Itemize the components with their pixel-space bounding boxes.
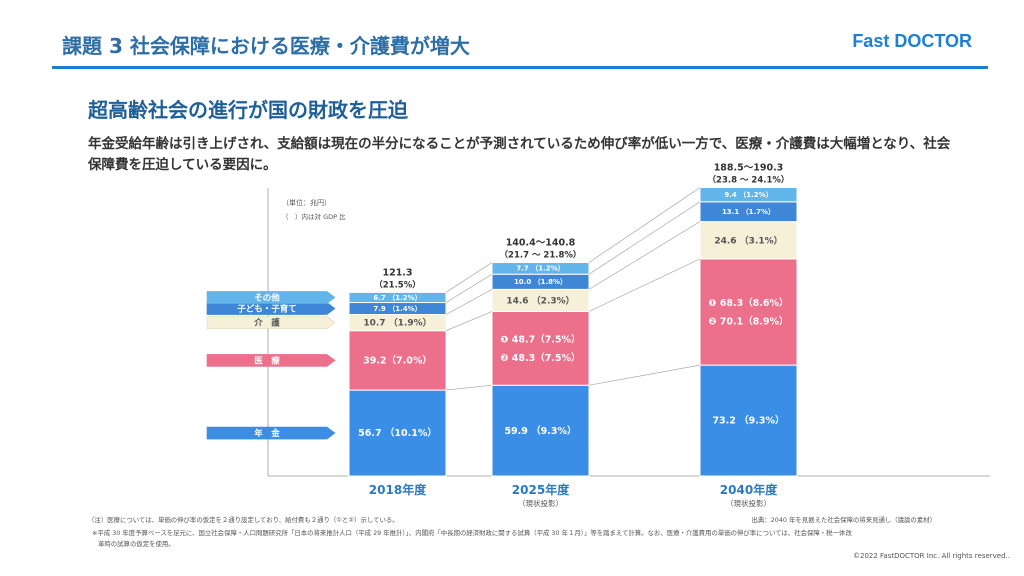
bar-label-2-cat-3: ❶ 68.3（8.6%） bbox=[708, 297, 788, 309]
bar-label-1-cat-1: 56.7 （10.1%） bbox=[358, 427, 437, 439]
bar-label-3-cat-2: 14.6 （2.3%） bbox=[506, 295, 574, 306]
bar-segment-1-cat-1 bbox=[348, 389, 447, 477]
legend-label-1: 年 金 bbox=[254, 428, 280, 439]
x-tick-subtitle-cat-3: （現状投影） bbox=[726, 498, 771, 508]
source-note: 出典：2040 年を見据えた社会保障の将来見通し（議論の素材） bbox=[751, 516, 936, 524]
bar-label-2-cat-1: 39.2（7.0%） bbox=[363, 355, 432, 367]
bar-label-4-cat-1: 7.9 （1.4%） bbox=[373, 305, 421, 313]
connector-line-2-gap-1 bbox=[445, 311, 493, 331]
section-description: 年金受給年齢は引き上げされ、支給額は現在の半分になることが予測されているため伸び… bbox=[88, 136, 951, 173]
total-label-cat-2: 140.4～140.8 bbox=[506, 238, 576, 249]
total-gdp-cat-1: （21.5%） bbox=[374, 279, 421, 290]
legend-swatch-5 bbox=[206, 291, 336, 304]
bar-segment-5-cat-1 bbox=[348, 291, 447, 304]
connector-line-4-gap-2 bbox=[588, 201, 701, 275]
bar-segment-2-cat-1 bbox=[348, 330, 447, 391]
connector-line-3-gap-2 bbox=[588, 221, 701, 290]
legend-label-2: 医 療 bbox=[254, 355, 280, 366]
total-label-cat-3: 188.5～190.3 bbox=[714, 163, 784, 174]
chart-note-2: ※平成 30 年度予算ベースを足元に、国立社会保障・人口問題研究所「日本の将来推… bbox=[92, 529, 852, 537]
connector-line-1-gap-2 bbox=[588, 364, 701, 386]
copyright: ©2022 FastDOCTOR Inc. All rights reserve… bbox=[853, 552, 1010, 560]
legend-label-3: 介 護 bbox=[253, 318, 280, 329]
section-heading: 超高齢社会の進行が国の財政を圧迫 bbox=[88, 98, 408, 122]
bar-label-4-cat-2: 10.0 （1.8%） bbox=[514, 278, 567, 286]
bar-label-3-cat-1: 10.7 （1.9%） bbox=[363, 318, 431, 329]
legend-label-5: その他 bbox=[254, 292, 280, 303]
bar-segment-2-cat-3 bbox=[699, 258, 798, 366]
bar-label-3-cat-3: 24.6 （3.1%） bbox=[714, 235, 782, 246]
bar-segment-1-cat-2 bbox=[491, 384, 590, 477]
chart-note-3: 革時の試算の仮定を使用。 bbox=[98, 540, 175, 548]
connector-line-2-gap-2 bbox=[588, 258, 701, 312]
legend-swatch-2 bbox=[206, 354, 336, 367]
bar-label-2-cat-3: ❷ 70.1（8.9%） bbox=[708, 315, 788, 327]
bar-segment-5-cat-3 bbox=[699, 187, 798, 203]
chart-note-1: （注）医療については、単価の伸び率の仮定を２通り設定しており、給付費も２通り（①… bbox=[88, 516, 399, 524]
x-tick-label-cat-1: 2018年度 bbox=[369, 482, 427, 497]
connector-line-1-gap-1 bbox=[445, 384, 493, 391]
total-gdp-cat-3: （23.8 ～ 24.1%） bbox=[708, 175, 790, 186]
bar-label-5-cat-3: 9.4 （1.2%） bbox=[724, 191, 772, 199]
legend-swatch-3 bbox=[206, 316, 336, 329]
bar-segment-3-cat-3 bbox=[699, 221, 798, 260]
legend-label-4: 子ども・子育て bbox=[237, 304, 297, 315]
unit-label: （単位：兆円） bbox=[282, 198, 331, 207]
connector-line-3-gap-1 bbox=[445, 289, 493, 315]
bar-label-2-cat-2: ❶ 48.7（7.5%） bbox=[500, 333, 580, 345]
x-tick-subtitle-cat-2: （現状投影） bbox=[518, 498, 563, 508]
bar-label-2-cat-2: ❷ 48.3（7.5%） bbox=[500, 352, 580, 364]
title-divider bbox=[52, 66, 988, 69]
bar-label-1-cat-2: 59.9 （9.3%） bbox=[504, 425, 576, 437]
total-label-cat-1: 121.3 bbox=[382, 267, 412, 278]
legend-swatch-1 bbox=[206, 426, 336, 440]
bar-segment-1-cat-3 bbox=[699, 364, 798, 477]
connector-line-5-gap-2 bbox=[588, 187, 701, 263]
page-title: 課題 3 社会保障における医療・介護費が増大 bbox=[62, 34, 470, 58]
bar-segment-5-cat-2 bbox=[491, 262, 590, 275]
connector-line-4-gap-1 bbox=[445, 273, 493, 303]
bar-label-5-cat-1: 6.7 （1.2%） bbox=[373, 294, 421, 302]
connector-line-5-gap-1 bbox=[445, 262, 493, 293]
total-gdp-cat-2: （21.7 ～ 21.8%） bbox=[500, 250, 582, 261]
x-tick-label-cat-3: 2040年度 bbox=[720, 482, 778, 497]
bar-label-1-cat-3: 73.2 （9.3%） bbox=[712, 415, 784, 427]
bar-label-4-cat-3: 13.1 （1.7%） bbox=[722, 208, 775, 216]
bar-segment-2-cat-2 bbox=[491, 310, 590, 386]
gdp-note: （ ）内は対 GDP 比 bbox=[282, 212, 346, 221]
x-tick-label-cat-2: 2025年度 bbox=[512, 482, 570, 497]
brand-logo: Fast DOCTOR bbox=[852, 31, 972, 51]
bar-label-5-cat-2: 7.7 （1.2%） bbox=[516, 265, 564, 273]
